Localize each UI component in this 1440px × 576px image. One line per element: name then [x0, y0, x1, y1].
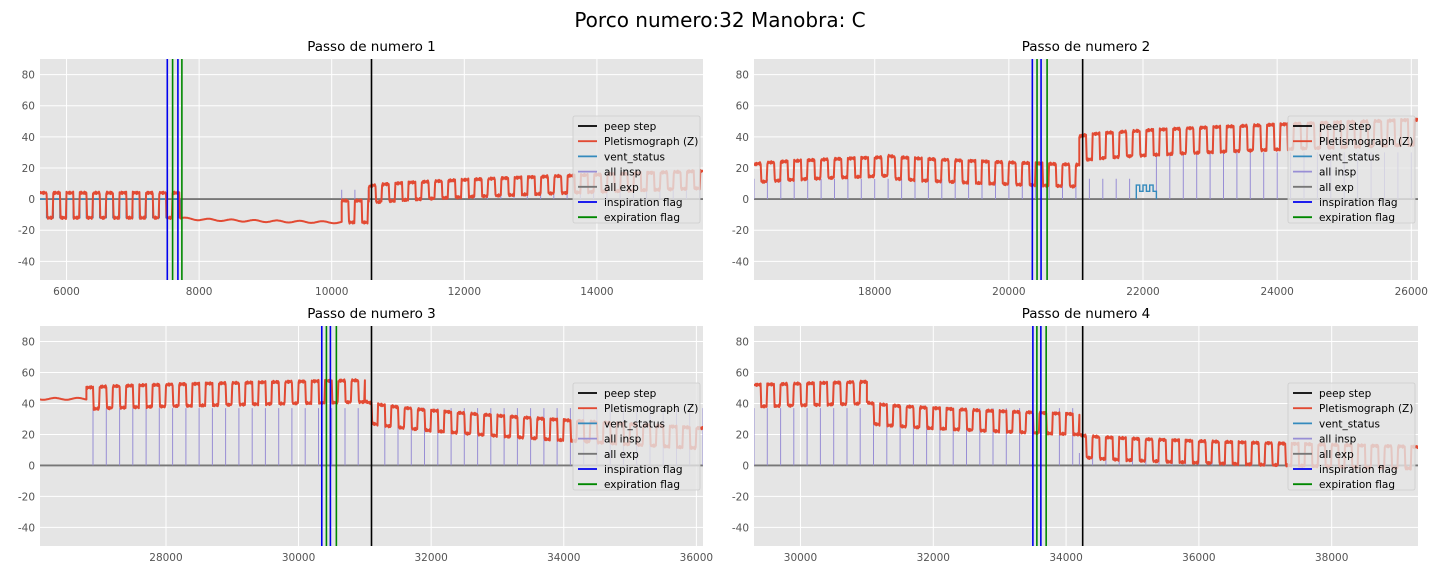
legend-label: inspiration flag	[1319, 197, 1398, 209]
x-tick-label: 36000	[1182, 552, 1215, 564]
subplot-title: Passo de numero 4	[1022, 306, 1151, 322]
legend-box	[1287, 382, 1416, 491]
y-tick-label: -20	[18, 225, 35, 237]
x-tick-label: 30000	[282, 552, 315, 564]
y-tick-label: 40	[22, 132, 35, 144]
legend-box	[572, 115, 701, 224]
legend-label: vent_status	[604, 418, 665, 430]
subplot-title: Passo de numero 2	[1022, 39, 1151, 55]
legend-label: all insp	[604, 167, 642, 179]
y-tick-label: 20	[736, 163, 749, 175]
legend-label: Pletismograph (Z)	[1319, 136, 1413, 148]
y-tick-label: -20	[732, 491, 749, 503]
y-tick-label: 80	[22, 70, 35, 82]
x-tick-label: 12000	[448, 286, 481, 298]
legend-label: all exp	[1319, 449, 1354, 461]
legend-label: peep step	[604, 121, 657, 133]
y-tick-label: -40	[18, 522, 35, 534]
legend-label: inspiration flag	[604, 197, 683, 209]
y-tick-label: 0	[742, 194, 749, 206]
x-tick-label: 22000	[1126, 286, 1159, 298]
y-tick-label: 60	[22, 101, 35, 113]
legend-label: all insp	[604, 434, 642, 446]
y-tick-label: 40	[22, 398, 35, 410]
x-tick-label: 32000	[414, 552, 447, 564]
x-tick-label: 34000	[1049, 552, 1082, 564]
x-tick-label: 18000	[858, 286, 891, 298]
legend-box	[572, 382, 701, 491]
x-tick-label: 20000	[992, 286, 1025, 298]
legend-label: Pletismograph (Z)	[1319, 403, 1413, 415]
y-tick-label: -40	[732, 256, 749, 268]
y-tick-label: 0	[742, 460, 749, 472]
legend-box	[1287, 115, 1416, 224]
y-tick-label: 20	[22, 429, 35, 441]
x-tick-label: 32000	[917, 552, 950, 564]
subplot-passo-4: Passo de numero 4 -40 -20 0 20 40 60 80 30000 320…	[732, 306, 1418, 564]
legend-label: expiration flag	[604, 479, 680, 491]
y-tick-label: 60	[22, 367, 35, 379]
y-tick-label: 80	[22, 336, 35, 348]
y-tick-label: -20	[732, 225, 749, 237]
all-insp-series	[754, 178, 1131, 200]
y-tick-label: 0	[28, 194, 35, 206]
subplot-title: Passo de numero 3	[307, 306, 436, 322]
legend-label: peep step	[1319, 388, 1372, 400]
x-tick-label: 14000	[580, 286, 613, 298]
legend-label: all exp	[1319, 182, 1354, 194]
legend-label: vent_status	[1319, 151, 1380, 163]
x-tick-label: 30000	[784, 552, 817, 564]
legend-label: Pletismograph (Z)	[604, 136, 698, 148]
x-tick-label: 34000	[547, 552, 580, 564]
legend-label: expiration flag	[1319, 212, 1395, 224]
legend-label: peep step	[604, 388, 657, 400]
y-tick-label: 20	[22, 163, 35, 175]
subplot-title: Passo de numero 1	[307, 39, 436, 55]
legend-label: Pletismograph (Z)	[604, 403, 698, 415]
x-tick-label: 28000	[149, 552, 182, 564]
legend-label: all exp	[604, 449, 639, 461]
figure-title: Porco numero:32 Manobra: C	[574, 8, 866, 32]
x-tick-label: 6000	[53, 286, 80, 298]
plot-area	[40, 59, 703, 280]
legend-label: all insp	[1319, 434, 1357, 446]
subplot-passo-1: Passo de numero 1 -40 -20 0 20 40 60 80 6000 8000…	[18, 39, 703, 298]
subplot-passo-2: Passo de numero 2 -40 -20 0 20 40 60 80 18000 200…	[732, 39, 1428, 298]
y-tick-label: 80	[736, 70, 749, 82]
y-tick-label: 60	[736, 367, 749, 379]
legend-label: inspiration flag	[1319, 464, 1398, 476]
x-tick-label: 38000	[1315, 552, 1348, 564]
y-tick-label: 80	[736, 336, 749, 348]
y-tick-label: 0	[28, 460, 35, 472]
legend-label: all insp	[1319, 167, 1357, 179]
x-tick-label: 10000	[315, 286, 348, 298]
legend-label: peep step	[1319, 121, 1372, 133]
legend-label: inspiration flag	[604, 464, 683, 476]
legend-label: expiration flag	[1319, 479, 1395, 491]
y-tick-label: -40	[18, 256, 35, 268]
y-tick-label: 60	[736, 101, 749, 113]
y-tick-label: -20	[18, 491, 35, 503]
x-tick-label: 36000	[680, 552, 713, 564]
subplot-passo-3: Passo de numero 3 -40 -20 0 20 40 60 80 28000 300…	[18, 306, 713, 564]
vent-status-series	[1135, 184, 1158, 200]
legend-label: vent_status	[604, 151, 665, 163]
legend-label: vent_status	[1319, 418, 1380, 430]
y-tick-label: 40	[736, 132, 749, 144]
y-tick-label: 20	[736, 429, 749, 441]
y-tick-label: 40	[736, 398, 749, 410]
y-tick-label: -40	[732, 522, 749, 534]
x-tick-label: 26000	[1395, 286, 1428, 298]
legend-label: all exp	[604, 182, 639, 194]
legend-label: expiration flag	[604, 212, 680, 224]
x-tick-label: 8000	[186, 286, 213, 298]
x-tick-label: 24000	[1260, 286, 1293, 298]
